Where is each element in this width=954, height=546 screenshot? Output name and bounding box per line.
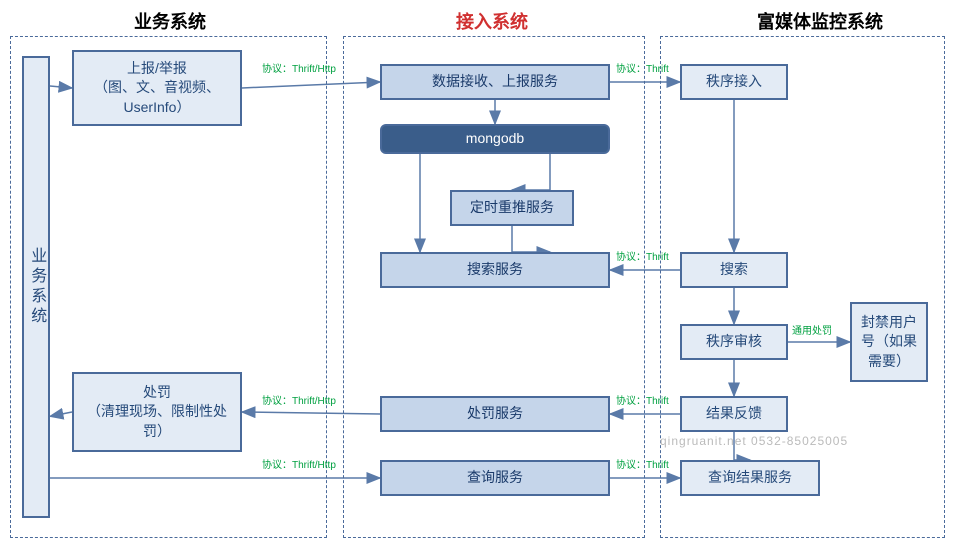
node-timer: 定时重推服务 xyxy=(450,190,574,226)
edge-label: 协议：Thrift/Http xyxy=(262,60,336,75)
node-order-in: 秩序接入 xyxy=(680,64,788,100)
node-ban: 封禁用户号（如果需要） xyxy=(850,302,928,382)
node-biz-bar: 业务系统 xyxy=(22,56,50,518)
node-punish-svc: 处罚服务 xyxy=(380,396,610,432)
watermark: qingruanit.net 0532-85025005 xyxy=(660,434,848,448)
node-mongo: mongodb xyxy=(380,124,610,154)
node-query-res: 查询结果服务 xyxy=(680,460,820,496)
edge-label: 协议：Thrift/Http xyxy=(262,392,336,407)
node-report: 上报/举报 （图、文、音视频、UserInfo） xyxy=(72,50,242,126)
edge-label: 通用处罚 xyxy=(792,322,832,337)
node-recv: 数据接收、上报服务 xyxy=(380,64,610,100)
header-access: 接入系统 xyxy=(412,8,572,34)
edge-label: 协议：Thrift xyxy=(616,392,669,407)
edge-label: 协议：Thrift/Http xyxy=(262,456,336,471)
node-punish-biz: 处罚 （清理现场、限制性处罚） xyxy=(72,372,242,452)
node-search: 搜索 xyxy=(680,252,788,288)
node-feedback: 结果反馈 xyxy=(680,396,788,432)
header-biz: 业务系统 xyxy=(90,8,250,34)
edge-label: 协议：Thrift xyxy=(616,248,669,263)
edge-label: 协议：Thrift xyxy=(616,456,669,471)
node-query-svc: 查询服务 xyxy=(380,460,610,496)
node-search-svc: 搜索服务 xyxy=(380,252,610,288)
edge-label: 协议：Thrift xyxy=(616,60,669,75)
node-review: 秩序审核 xyxy=(680,324,788,360)
header-rich: 富媒体监控系统 xyxy=(720,8,920,34)
